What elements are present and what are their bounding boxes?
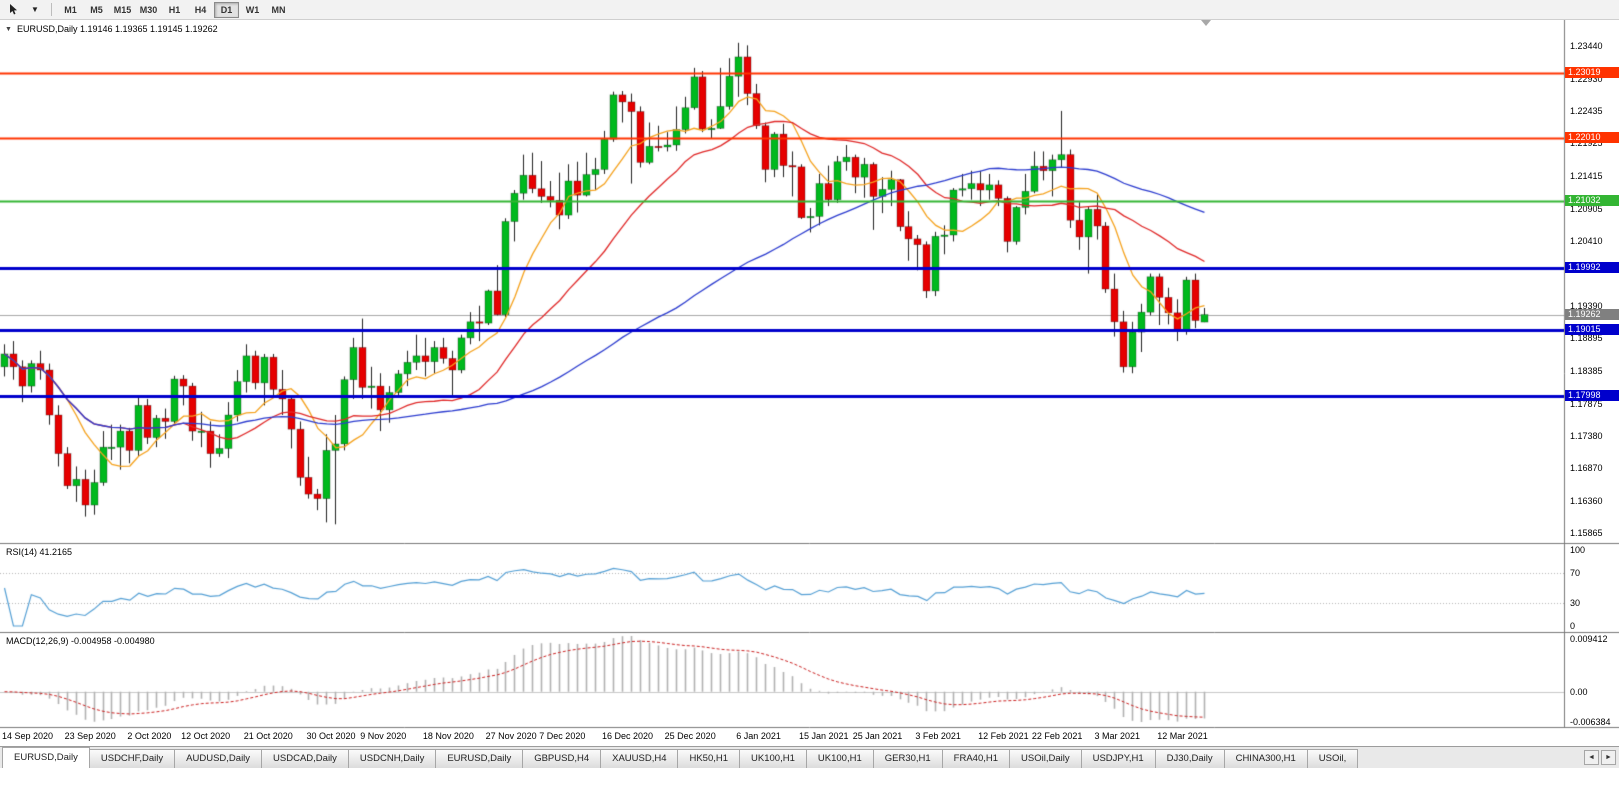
footer-spacer [0, 768, 1619, 793]
price-axis-tick: 1.19390 [1570, 301, 1603, 312]
date-axis-label: 12 Feb 2021 [978, 731, 1029, 741]
chart-tab-usoil-[interactable]: USOil, [1306, 749, 1359, 768]
date-axis-label: 12 Oct 2020 [181, 731, 231, 741]
price-axis-tick: 1.21925 [1570, 138, 1603, 149]
timeframe-button-h1[interactable]: H1 [162, 2, 187, 18]
chart-tab-usdjpy-h1[interactable]: USDJPY,H1 [1080, 749, 1156, 768]
timeframe-toolbar: ▼ M1 M5 M15 M30 H1 H4 D1 W1 MN [0, 0, 1619, 20]
date-axis-label: 14 Sep 2020 [2, 731, 54, 741]
tabs-scroll-right-icon[interactable]: ► [1601, 750, 1616, 765]
date-axis-label: 12 Mar 2021 [1157, 731, 1208, 741]
price-axis-tick: 1.15865 [1570, 527, 1603, 538]
date-axis-label: 3 Feb 2021 [915, 731, 961, 741]
date-axis-label: 22 Feb 2021 [1031, 731, 1083, 741]
macd-axis-tick: 0.00 [1570, 686, 1588, 697]
chart-tabs: EURUSD,Daily USDCHF,Daily AUDUSD,Daily USDC… [2, 747, 1581, 768]
price-axis-tick: 1.22930 [1570, 73, 1603, 84]
price-axis-tick: 1.18895 [1570, 333, 1603, 344]
chart-dropdown-icon[interactable]: ▼ [5, 25, 12, 33]
rsi-axis-tick: 0 [1570, 621, 1576, 631]
chart-shift-marker[interactable] [1201, 20, 1211, 26]
timeframe-button-m30[interactable]: M30 [136, 2, 161, 18]
cursor-tool-icon[interactable] [4, 2, 24, 18]
rsi-label: RSI(14) 41.2165 [6, 547, 73, 557]
price-axis-tick: 1.22435 [1570, 105, 1603, 116]
chart-tab-hk50-h1[interactable]: HK50,H1 [677, 749, 741, 768]
rsi-axis-tick: 30 [1570, 598, 1581, 609]
chart-tab-uk100-h1[interactable]: UK100,H1 [805, 749, 874, 768]
date-axis-label: 15 Jan 2021 [798, 731, 849, 741]
price-axis-tick: 1.18385 [1570, 365, 1603, 376]
timeframe-button-d1[interactable]: D1 [214, 1, 239, 18]
chart-tab-dj30-daily[interactable]: DJ30,Daily [1154, 749, 1225, 768]
timeframe-button-m15[interactable]: M15 [110, 2, 135, 18]
date-axis-label: 7 Dec 2020 [539, 731, 586, 741]
timeframe-button-m1[interactable]: M1 [58, 2, 83, 18]
price-chart-canvas[interactable] [0, 20, 1619, 746]
chart-tab-usdcad-daily[interactable]: USDCAD,Daily [261, 749, 349, 768]
macd-axis-tick: -0.006384 [1570, 717, 1611, 727]
chart-tab-usdchf-daily[interactable]: USDCHF,Daily [88, 749, 176, 768]
chart-tab-ger30-h1[interactable]: GER30,H1 [872, 749, 943, 768]
timeframe-button-m5[interactable]: M5 [84, 2, 109, 18]
price-axis-tick: 1.20905 [1570, 203, 1603, 214]
price-axis-tick: 1.17875 [1570, 398, 1603, 409]
date-axis-label: 27 Nov 2020 [485, 731, 537, 741]
price-axis-tick: 1.20410 [1570, 235, 1603, 246]
toolbar-separator [51, 3, 52, 16]
timeframe-button-h4[interactable]: H4 [188, 2, 213, 18]
price-level-badge: 1.21032 [1565, 194, 1619, 206]
macd-label: MACD(12,26,9) -0.004958 -0.004980 [6, 636, 155, 646]
rsi-axis-tick: 70 [1570, 567, 1581, 578]
date-axis-label: 6 Jan 2021 [736, 731, 781, 741]
chart-tab-xauusd-h4[interactable]: XAUUSD,H4 [600, 749, 679, 768]
chart-tabs-bar: EURUSD,Daily USDCHF,Daily AUDUSD,Daily USDC… [0, 746, 1619, 768]
date-axis-label: 30 Oct 2020 [306, 731, 356, 741]
date-axis-label: 2 Oct 2020 [127, 731, 172, 741]
price-axis-tick: 1.16870 [1570, 463, 1603, 474]
chart-area: ▼ EURUSD,Daily 1.19146 1.19365 1.19145 1… [0, 20, 1619, 746]
timeframe-buttons: M1 M5 M15 M30 H1 H4 D1 W1 MN [58, 1, 291, 18]
price-level-badge: 1.17998 [1565, 389, 1619, 401]
price-level-badge: 1.23019 [1565, 67, 1619, 79]
date-axis-label: 18 Nov 2020 [422, 731, 474, 741]
rsi-axis-tick: 100 [1570, 545, 1586, 555]
timeframe-button-w1[interactable]: W1 [240, 2, 265, 18]
chart-tab-china300-h1[interactable]: CHINA300,H1 [1223, 749, 1308, 768]
date-axis-label: 23 Sep 2020 [64, 731, 116, 741]
chart-tab-usoil-daily[interactable]: USOil,Daily [1009, 749, 1082, 768]
price-level-badge: 1.19015 [1565, 324, 1619, 336]
date-axis-label: 25 Dec 2020 [664, 731, 716, 741]
tab-scroll-controls: ◄ ► [1581, 747, 1619, 768]
toolbar-dropdown-icon[interactable]: ▼ [25, 2, 45, 18]
price-axis-tick: 1.21415 [1570, 171, 1603, 182]
chart-tab-gbpusd-h4[interactable]: GBPUSD,H4 [522, 749, 602, 768]
chart-tab-eurusd-daily[interactable]: EURUSD,Daily [2, 747, 90, 768]
current-price-badge: 1.19262 [1565, 308, 1619, 320]
date-axis-label: 21 Oct 2020 [243, 731, 293, 741]
macd-axis-tick: 0.009412 [1570, 634, 1608, 644]
chart-tab-fra40-h1[interactable]: FRA40,H1 [941, 749, 1011, 768]
date-axis-label: 3 Mar 2021 [1094, 731, 1141, 741]
price-axis-tick: 1.23440 [1570, 41, 1603, 51]
price-level-badge: 1.22010 [1565, 131, 1619, 143]
tabs-scroll-left-icon[interactable]: ◄ [1584, 750, 1599, 765]
chart-title: ▼ EURUSD,Daily 1.19146 1.19365 1.19145 1… [5, 24, 218, 34]
chart-tab-uk100-h1[interactable]: UK100,H1 [739, 749, 807, 768]
price-axis-tick: 1.17380 [1570, 430, 1603, 441]
timeframe-button-mn[interactable]: MN [266, 2, 291, 18]
chart-ohlc-title: EURUSD,Daily 1.19146 1.19365 1.19145 1.1… [16, 24, 218, 34]
date-axis-label: 16 Dec 2020 [601, 731, 654, 741]
date-axis-label: 9 Nov 2020 [360, 731, 407, 741]
price-axis-tick: 1.16360 [1570, 496, 1603, 507]
date-axis-label: 25 Jan 2021 [852, 731, 903, 741]
price-level-badge: 1.19992 [1565, 261, 1619, 273]
chart-tab-audusd-daily[interactable]: AUDUSD,Daily [174, 749, 263, 768]
chart-tab-eurusd-daily[interactable]: EURUSD,Daily [435, 749, 524, 768]
chart-tab-usdcnh-daily[interactable]: USDCNH,Daily [347, 749, 437, 768]
